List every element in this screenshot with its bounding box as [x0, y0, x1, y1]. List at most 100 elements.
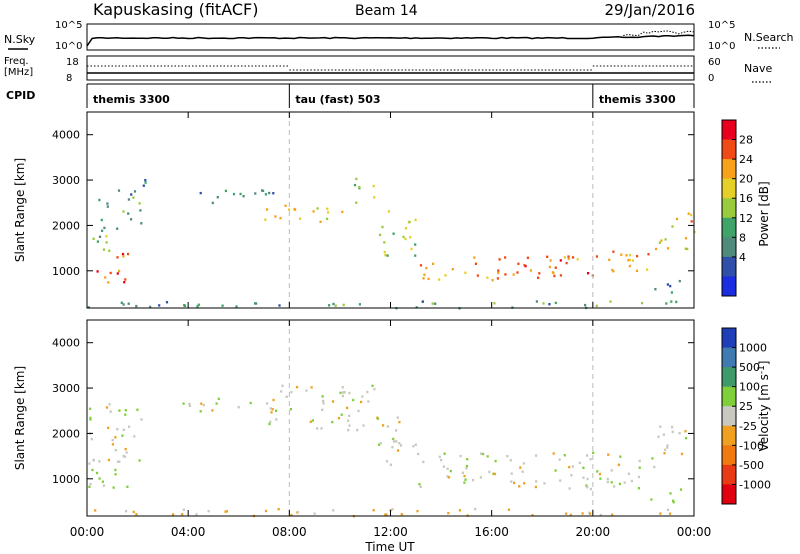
nsearch-trace	[623, 30, 695, 36]
velocity-cell	[331, 400, 335, 403]
y-tick-label: 4000	[52, 129, 80, 142]
y-tick-label: 1000	[52, 265, 80, 278]
velocity-cell	[384, 513, 387, 516]
velocity-cell	[672, 499, 675, 502]
power-cell	[498, 258, 501, 261]
velocity-cell	[518, 485, 521, 488]
y-tick-label: 3000	[52, 174, 80, 187]
power-cell	[239, 192, 242, 196]
velocity-cell	[393, 440, 396, 443]
power-cell	[319, 220, 322, 223]
velocity-cell	[88, 485, 91, 488]
power-cell	[274, 215, 277, 218]
power-cell	[221, 304, 224, 307]
velocity-cell	[382, 424, 385, 427]
power-cell	[628, 253, 632, 257]
x-tick-label: 08:00	[272, 525, 307, 539]
nsearch-label: N.Search	[744, 31, 794, 44]
velocity-cell	[389, 463, 392, 466]
power-cell	[538, 272, 541, 275]
power-cell	[98, 198, 101, 202]
velocity-cell	[125, 451, 128, 454]
power-cell	[473, 256, 476, 259]
power-cell	[669, 284, 672, 288]
power-cell	[546, 255, 549, 258]
velocity-cell	[289, 408, 292, 411]
power-cell	[144, 179, 147, 182]
power-cell	[647, 253, 650, 256]
velocity-cell	[589, 458, 592, 461]
power-scatter	[87, 177, 696, 310]
nsky-label: N.Sky	[4, 33, 36, 46]
velocity-cell	[637, 475, 641, 479]
velocity-colorbar-swatch	[722, 445, 736, 466]
power-cell	[523, 264, 526, 267]
power-cell	[102, 248, 106, 251]
power-cell	[684, 237, 688, 240]
power-cell	[670, 300, 673, 303]
power-cell	[559, 274, 562, 277]
power-colorbar-swatch	[722, 159, 736, 180]
velocity-cell	[94, 509, 97, 512]
velocity-cell	[268, 422, 271, 426]
velocity-cell	[188, 404, 192, 407]
velocity-cell	[376, 417, 379, 420]
power-colorbar: 28 24 20 16 12 8 4	[721, 119, 753, 297]
velocity-cell	[392, 437, 395, 441]
power-cell	[278, 304, 281, 307]
velocity-cell	[581, 512, 584, 515]
freq-panel	[86, 55, 695, 81]
velocity-cell	[269, 420, 272, 423]
velocity-cell	[563, 454, 566, 457]
velocity-colorbar-tick-label: 500	[739, 361, 760, 374]
velocity-cell	[570, 474, 573, 477]
power-colorbar-swatch	[722, 139, 736, 160]
velocity-cell	[492, 472, 495, 475]
velocity-cell	[416, 509, 419, 513]
power-cell	[517, 262, 520, 265]
velocity-colorbar-tick-label: -100	[739, 439, 764, 452]
velocity-cell	[611, 513, 614, 516]
velocity-cell	[568, 487, 571, 490]
velocity-cell	[582, 476, 585, 479]
velocity-cell	[464, 478, 467, 481]
power-cell	[312, 210, 315, 213]
power-cell	[665, 302, 668, 305]
velocity-cell	[391, 446, 394, 449]
power-panel-bg	[87, 112, 694, 308]
cpid-segment-label: themis 3300	[93, 93, 170, 106]
nave-tick-top: 60	[708, 57, 721, 68]
power-cell	[576, 258, 579, 261]
velocity-cell	[102, 484, 105, 487]
power-cell	[690, 213, 693, 217]
x-tick-label: 00:00	[70, 525, 105, 539]
power-colorbar-tick-label: 20	[739, 173, 753, 186]
power-cell	[451, 268, 454, 271]
power-cell	[537, 276, 540, 279]
velocity-cell	[321, 408, 324, 411]
velocity-cell	[397, 449, 400, 452]
velocity-cell	[215, 402, 218, 405]
velocity-cell	[598, 472, 601, 476]
power-cell	[628, 258, 631, 262]
power-cell	[165, 301, 169, 304]
power-cell	[316, 207, 319, 210]
velocity-cell	[522, 462, 525, 465]
power-cell	[124, 278, 127, 281]
velocity-cell	[95, 471, 99, 475]
velocity-cell	[510, 472, 513, 475]
power-cell	[334, 304, 337, 307]
velocity-cell	[463, 481, 466, 484]
power-colorbar-tick-label: 8	[739, 231, 746, 244]
power-colorbar-swatch	[722, 276, 736, 297]
velocity-cell	[373, 387, 376, 391]
velocity-cell	[269, 407, 272, 410]
power-cell	[684, 247, 687, 250]
power-cell	[404, 227, 407, 230]
power-cell	[631, 259, 634, 262]
velocity-cell	[596, 470, 599, 473]
freq-label: Freq.	[4, 56, 29, 67]
power-cell	[671, 225, 674, 228]
velocity-cell	[123, 455, 126, 458]
velocity-cell	[371, 384, 374, 387]
